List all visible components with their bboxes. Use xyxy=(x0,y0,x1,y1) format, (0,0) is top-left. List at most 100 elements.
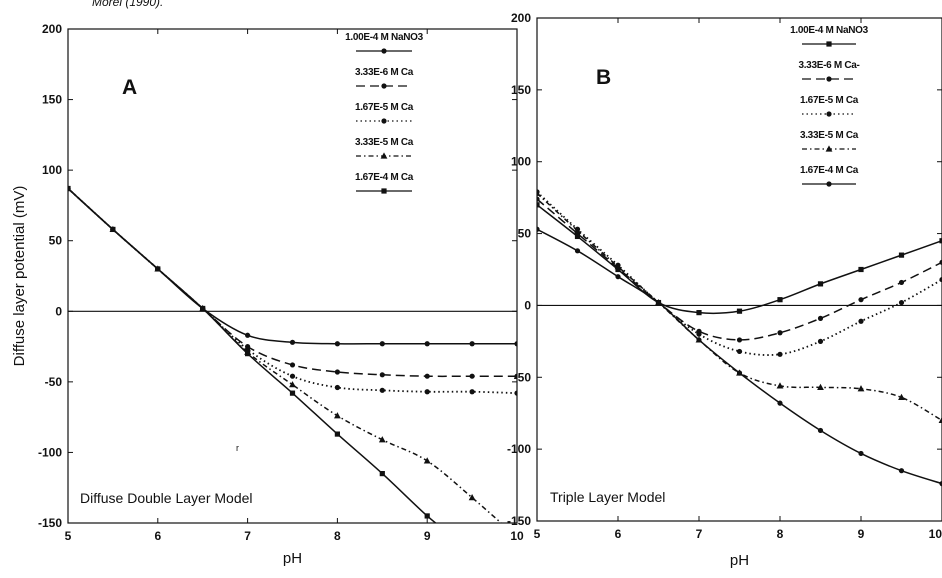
x-tick-label: 9 xyxy=(424,529,431,543)
data-point xyxy=(777,351,783,357)
data-point xyxy=(289,390,296,396)
data-point xyxy=(817,338,824,344)
data-point xyxy=(857,385,865,392)
data-point xyxy=(469,389,475,395)
data-point xyxy=(200,305,206,312)
stray-mark: r xyxy=(236,443,239,453)
series-line xyxy=(68,187,517,378)
data-point xyxy=(696,331,702,337)
series-line xyxy=(537,228,942,485)
data-point xyxy=(468,493,476,501)
data-point xyxy=(615,274,621,280)
y-tick-label: 150 xyxy=(42,93,62,107)
data-point xyxy=(334,412,341,419)
y-tick-label: -150 xyxy=(507,514,531,528)
data-point xyxy=(514,341,517,347)
data-point xyxy=(334,341,340,347)
data-point xyxy=(736,348,743,355)
y-tick-label: -100 xyxy=(507,442,531,456)
data-point xyxy=(939,276,942,283)
data-point xyxy=(379,387,385,393)
series-line xyxy=(68,187,517,345)
legend-entry-label: 3.33E-5 M Ca xyxy=(355,137,414,148)
series-line xyxy=(537,198,942,341)
data-point xyxy=(898,299,905,306)
legend-entry-label: 3.33E-6 M Ca xyxy=(355,67,414,78)
legend-marker xyxy=(381,188,387,194)
data-point xyxy=(898,252,905,258)
x-axis-label: pH xyxy=(730,552,749,569)
data-point xyxy=(469,341,475,347)
data-point xyxy=(817,281,824,287)
data-point xyxy=(736,337,743,343)
series-line xyxy=(537,204,942,315)
x-tick-label: 8 xyxy=(777,527,784,541)
data-point xyxy=(379,341,385,347)
x-tick-label: 7 xyxy=(244,529,251,543)
model-label: Triple Layer Model xyxy=(550,489,665,505)
legend-marker xyxy=(380,152,388,159)
data-point xyxy=(155,266,161,272)
data-point xyxy=(574,227,581,234)
series-line xyxy=(537,191,942,356)
data-point xyxy=(777,400,783,406)
data-point xyxy=(334,431,340,437)
data-point xyxy=(537,189,541,196)
data-point xyxy=(858,297,864,303)
x-axis-label: pH xyxy=(283,550,302,567)
legend-marker xyxy=(826,41,832,47)
data-point xyxy=(696,310,702,316)
data-point xyxy=(379,471,385,477)
data-point xyxy=(939,259,942,265)
legend: 1.00E-4 M NaNO3 3.33E-6 M Ca- 1.67E-5 M Ca… xyxy=(790,25,869,187)
panel-letter: B xyxy=(596,66,611,89)
legend: 1.00E-4 M NaNO3 3.33E-6 M Ca 1.67E-5 M Ca 3… xyxy=(345,32,424,194)
y-tick-label: 50 xyxy=(518,227,532,241)
data-point xyxy=(898,279,905,286)
data-point xyxy=(424,341,430,347)
y-tick-label: 0 xyxy=(55,304,62,318)
legend-entry-label: 1.67E-5 M Ca xyxy=(800,95,859,106)
data-point xyxy=(898,393,905,401)
y-tick-label: 150 xyxy=(511,83,531,97)
legend-entry-label: 1.67E-5 M Ca xyxy=(355,102,414,113)
y-tick-label: 50 xyxy=(49,234,63,248)
model-label: Diffuse Double Layer Model xyxy=(80,490,253,506)
legend-marker xyxy=(826,76,832,82)
data-point xyxy=(334,384,340,391)
series-line xyxy=(537,192,942,422)
x-tick-label: 5 xyxy=(65,529,72,543)
y-axis-label: Diffuse layer potential (mV) xyxy=(11,186,28,367)
data-point xyxy=(245,351,251,357)
y-tick-label: 200 xyxy=(42,22,62,36)
x-tick-label: 10 xyxy=(929,527,942,541)
y-tick-label: -50 xyxy=(45,375,63,389)
series-group xyxy=(68,184,517,540)
y-tick-label: -50 xyxy=(514,370,532,384)
data-point xyxy=(655,299,662,306)
legend-marker xyxy=(381,83,387,89)
caption-text: Morel (1990). xyxy=(92,0,163,9)
legend-entry-label: 3.33E-5 M Ca xyxy=(800,130,859,141)
legend-marker xyxy=(381,48,387,54)
y-tick-label: -150 xyxy=(38,516,62,530)
data-point xyxy=(379,372,385,378)
data-point xyxy=(424,513,430,519)
x-tick-label: 5 xyxy=(534,527,541,541)
data-point xyxy=(858,266,864,273)
legend-entry-label: 1.67E-4 M Ca xyxy=(355,172,414,183)
data-point xyxy=(423,457,431,464)
data-point xyxy=(736,370,743,376)
data-point xyxy=(898,468,905,474)
data-point xyxy=(289,362,296,368)
data-point xyxy=(514,390,517,396)
data-point xyxy=(858,318,864,324)
data-point xyxy=(858,450,864,457)
x-tick-label: 9 xyxy=(858,527,865,541)
data-point xyxy=(424,389,430,395)
data-point xyxy=(452,535,457,540)
x-tick-label: 8 xyxy=(334,529,341,543)
series-group xyxy=(537,189,942,487)
data-point xyxy=(939,481,942,487)
